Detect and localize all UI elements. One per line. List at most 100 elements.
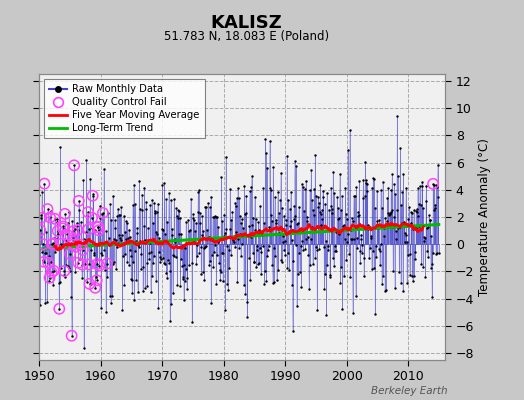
Point xyxy=(284,197,292,204)
Point xyxy=(75,207,83,214)
Point xyxy=(312,247,321,253)
Point xyxy=(371,310,379,317)
Point xyxy=(339,223,347,229)
Point xyxy=(202,204,210,210)
Point xyxy=(185,227,194,233)
Point xyxy=(82,229,90,235)
Point xyxy=(392,207,401,213)
Point xyxy=(300,226,309,232)
Point xyxy=(178,263,187,269)
Point xyxy=(406,251,414,257)
Point xyxy=(40,180,49,187)
Point xyxy=(399,170,408,177)
Point xyxy=(136,237,145,244)
Point xyxy=(43,206,52,212)
Point xyxy=(343,216,352,222)
Point xyxy=(398,220,406,226)
Point xyxy=(241,291,249,297)
Point xyxy=(327,185,335,191)
Point xyxy=(132,238,140,244)
Point xyxy=(138,192,146,198)
Point xyxy=(163,274,171,281)
Point xyxy=(233,278,242,285)
Point xyxy=(38,249,47,255)
Point xyxy=(59,225,67,232)
Point xyxy=(140,223,148,229)
Point xyxy=(434,194,442,200)
Point xyxy=(106,300,115,307)
Point xyxy=(57,265,66,272)
Point xyxy=(383,195,391,201)
Point xyxy=(330,190,339,196)
Point xyxy=(135,178,144,184)
Point xyxy=(381,286,390,293)
Point xyxy=(342,257,351,263)
Point xyxy=(221,307,230,313)
Point xyxy=(410,273,418,279)
Point xyxy=(252,216,260,223)
Point xyxy=(92,274,100,280)
Point xyxy=(240,182,248,189)
Point xyxy=(241,211,249,218)
Point xyxy=(35,192,43,198)
Point xyxy=(66,251,74,257)
Point xyxy=(235,195,244,201)
Point xyxy=(181,245,189,252)
Point xyxy=(97,250,105,256)
Point xyxy=(113,213,122,219)
Point xyxy=(179,274,187,280)
Point xyxy=(173,282,181,288)
Point xyxy=(77,242,85,248)
Point xyxy=(283,153,291,159)
Point xyxy=(238,216,246,222)
Point xyxy=(391,228,400,234)
Point xyxy=(356,260,365,267)
Point xyxy=(143,205,151,212)
Point xyxy=(202,243,211,250)
Point xyxy=(91,284,100,291)
Point xyxy=(96,305,105,311)
Point xyxy=(133,230,141,236)
Point xyxy=(367,266,376,272)
Point xyxy=(347,215,356,221)
Point xyxy=(342,211,350,218)
Point xyxy=(160,180,169,186)
Point xyxy=(302,178,310,184)
Point xyxy=(137,265,145,272)
Point xyxy=(279,239,287,245)
Point xyxy=(129,182,138,188)
Point xyxy=(177,231,185,237)
Point xyxy=(271,217,280,223)
Point xyxy=(221,230,229,236)
Point xyxy=(155,248,163,255)
Point xyxy=(426,217,434,224)
Point xyxy=(218,217,226,224)
Point xyxy=(267,218,276,224)
Point xyxy=(89,192,97,199)
Point xyxy=(285,250,293,256)
Point xyxy=(271,253,279,259)
Point xyxy=(74,260,82,266)
Point xyxy=(154,201,162,207)
Point xyxy=(99,241,107,247)
Point xyxy=(151,208,159,214)
Point xyxy=(322,312,331,318)
Point xyxy=(352,184,361,190)
Point xyxy=(203,236,211,242)
Point xyxy=(432,182,440,189)
Point xyxy=(244,254,253,261)
Point xyxy=(224,246,233,253)
Point xyxy=(185,261,193,268)
Point xyxy=(48,281,57,288)
Point xyxy=(397,202,406,208)
Point xyxy=(290,203,298,210)
Point xyxy=(64,262,72,269)
Point xyxy=(396,224,404,230)
Point xyxy=(274,188,282,195)
Point xyxy=(156,259,164,265)
Point xyxy=(394,225,402,231)
Point xyxy=(319,194,328,200)
Point xyxy=(166,268,174,274)
Point xyxy=(196,220,204,226)
Point xyxy=(208,237,216,244)
